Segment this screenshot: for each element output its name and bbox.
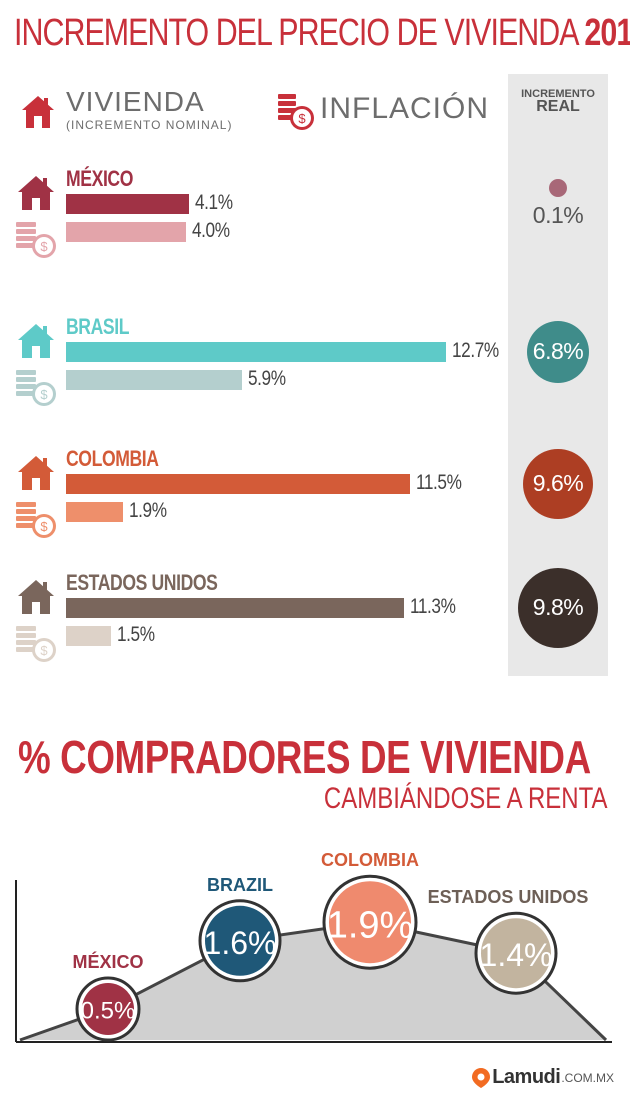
data-point — [75, 976, 141, 1042]
lamudi-logo: Lamudi .COM.MX — [472, 1066, 614, 1089]
housing-value-label: 12.7% — [451, 339, 499, 362]
legend-inflation-label: INFLACIÓN — [320, 92, 490, 125]
real-increase-circle — [549, 179, 567, 197]
coins-icon: $ — [14, 500, 60, 545]
inflation-value-label: 1.9% — [128, 499, 167, 522]
housing-value-label: 11.3% — [409, 595, 456, 618]
lamudi-pin-icon — [472, 1067, 491, 1088]
category-label: COLOMBIA — [321, 850, 419, 870]
country-label: BRASIL — [66, 314, 130, 339]
housing-bar — [66, 598, 404, 618]
brand-suffix: .COM.MX — [561, 1070, 614, 1085]
housing-bar — [66, 474, 410, 494]
svg-text:$: $ — [40, 387, 48, 402]
inflation-value-label: 5.9% — [248, 367, 287, 390]
svg-text:$: $ — [40, 643, 48, 658]
real-increase-label: 9.6% — [532, 470, 584, 496]
buyers-renting-area-chart: 0.5% MÉXICO 1.6% BRAZIL 1.9% COLOMBIA 1.4% ESTA… — [15, 850, 612, 1043]
legend-housing-sub: (INCREMENTO NOMINAL) — [66, 118, 233, 132]
brand-name: Lamudi — [492, 1066, 561, 1088]
page-title: INCREMENTO DEL PRECIO DE VIVIENDA 2013 — [14, 12, 630, 55]
coins-icon: $ — [14, 220, 60, 265]
coins-icon: $ — [274, 88, 318, 137]
inflation-bar — [66, 502, 123, 522]
data-value-label: 0.5% — [81, 998, 136, 1025]
data-value-label: 1.9% — [327, 904, 414, 946]
coins-icon: $ — [14, 368, 60, 413]
title-year: 2013 — [584, 12, 630, 54]
inflation-bar — [66, 222, 186, 242]
data-point — [322, 874, 418, 970]
area-fill — [20, 922, 606, 1040]
house-icon — [14, 170, 60, 219]
real-increase-circle — [518, 568, 598, 648]
category-label: BRAZIL — [207, 875, 273, 895]
real-increase-label: 0.1% — [532, 202, 584, 228]
data-value-label: 1.6% — [204, 925, 277, 961]
housing-value-label: 4.1% — [194, 191, 233, 214]
inflation-value-label: 1.5% — [116, 623, 155, 646]
svg-text:$: $ — [40, 519, 48, 534]
svg-text:$: $ — [40, 239, 48, 254]
svg-text:$: $ — [298, 111, 306, 126]
inflation-bar — [66, 626, 111, 646]
real-increase-label: 9.8% — [532, 594, 584, 620]
data-point — [198, 899, 282, 983]
title-text: INCREMENTO DEL PRECIO DE VIVIENDA — [14, 12, 578, 54]
real-header-line1: INCREMENTO — [521, 88, 595, 100]
inflation-value-label: 4.0% — [191, 219, 230, 242]
country-label: ESTADOS UNIDOS — [66, 570, 218, 595]
category-label: MÉXICO — [72, 951, 143, 972]
section2-subtitle: CAMBIÁNDOSE A RENTA — [324, 782, 608, 815]
house-icon — [14, 450, 60, 499]
real-increase-circle — [523, 449, 593, 519]
data-point — [474, 911, 558, 995]
housing-bar — [66, 342, 446, 362]
inflation-bar — [66, 370, 243, 390]
housing-value-label: 11.5% — [415, 471, 462, 494]
coins-icon: $ — [14, 624, 60, 669]
legend-housing-label: VIVIENDA — [66, 86, 205, 117]
real-increase-circle — [527, 321, 589, 383]
data-value-label: 1.4% — [480, 937, 553, 973]
house-icon — [14, 574, 60, 623]
category-label: ESTADOS UNIDOS — [428, 887, 589, 907]
real-header-line2: REAL — [536, 98, 580, 115]
house-icon — [14, 318, 60, 367]
country-label: COLOMBIA — [66, 446, 159, 471]
housing-bar — [66, 194, 189, 214]
real-increase-label: 6.8% — [532, 338, 584, 364]
section2-title: % COMPRADORES DE VIVIENDA — [18, 731, 591, 783]
house-icon — [16, 88, 60, 137]
country-label: MÉXICO — [66, 166, 134, 191]
